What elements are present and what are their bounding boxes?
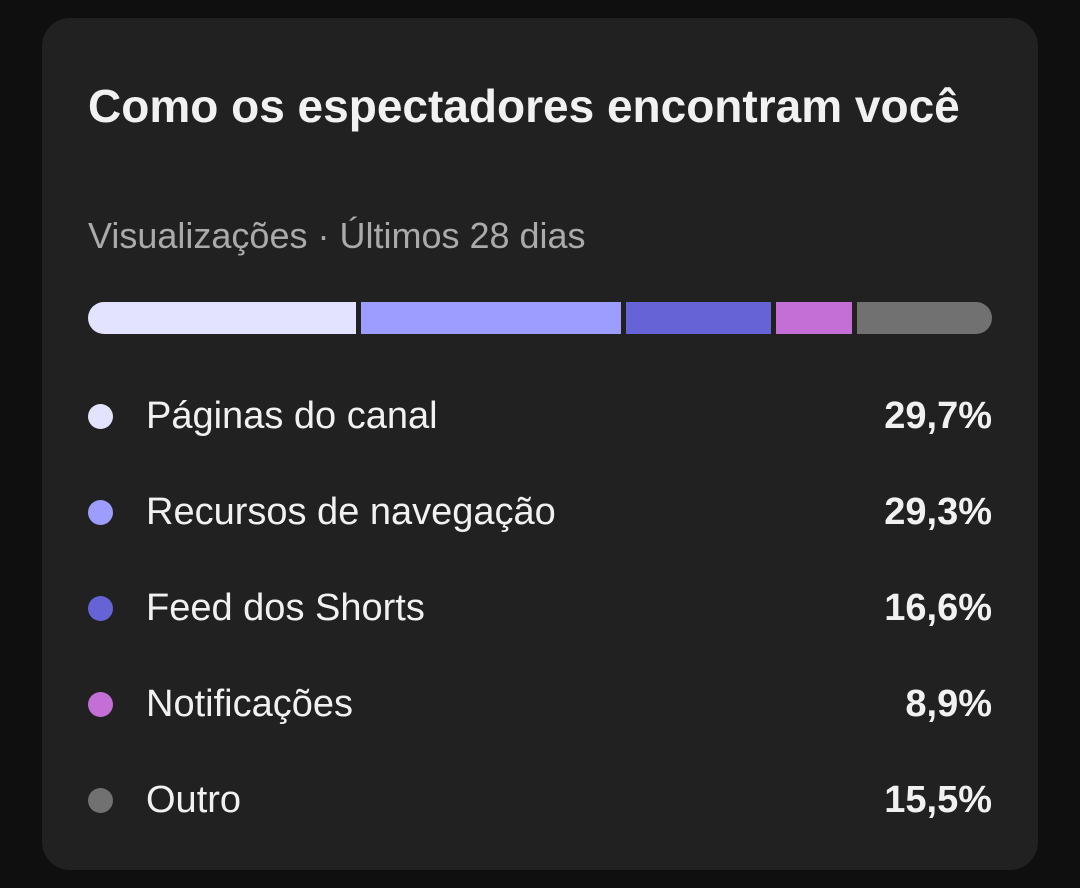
legend-item-paginas-do-canal: Páginas do canal 29,7% bbox=[88, 368, 992, 464]
bar-segment-notificacoes bbox=[771, 302, 852, 334]
legend-label: Outro bbox=[146, 778, 242, 821]
legend-dot bbox=[88, 787, 113, 813]
bar-segment-recursos-de-navegacao bbox=[356, 302, 622, 334]
legend-dot bbox=[88, 595, 113, 621]
legend-dot bbox=[88, 691, 113, 717]
legend-label: Recursos de navegação bbox=[146, 490, 556, 533]
traffic-sources-card: Como os espectadores encontram você Visu… bbox=[42, 18, 1038, 870]
card-subtitle: Visualizações · Últimos 28 dias bbox=[88, 215, 586, 256]
card-title: Como os espectadores encontram você bbox=[88, 80, 960, 132]
legend-value: 15,5% bbox=[884, 778, 992, 821]
legend-value: 16,6% bbox=[884, 586, 992, 629]
legend-value: 29,3% bbox=[884, 490, 992, 533]
legend-dot bbox=[88, 499, 113, 525]
legend-dot bbox=[88, 403, 113, 429]
legend-label: Feed dos Shorts bbox=[146, 586, 425, 629]
traffic-sources-legend: Páginas do canal 29,7% Recursos de naveg… bbox=[88, 368, 992, 848]
legend-label: Páginas do canal bbox=[146, 394, 438, 437]
legend-value: 29,7% bbox=[884, 394, 992, 437]
traffic-sources-bar bbox=[88, 302, 992, 334]
bar-segment-paginas-do-canal bbox=[88, 302, 357, 334]
legend-value: 8,9% bbox=[905, 682, 992, 725]
legend-item-recursos-de-navegacao: Recursos de navegação 29,3% bbox=[88, 464, 992, 560]
legend-item-feed-dos-shorts: Feed dos Shorts 16,6% bbox=[88, 560, 992, 656]
bar-segment-outro bbox=[851, 302, 992, 334]
legend-item-notificacoes: Notificações 8,9% bbox=[88, 656, 992, 752]
legend-label: Notificações bbox=[146, 682, 353, 725]
legend-item-outro: Outro 15,5% bbox=[88, 752, 992, 848]
bar-segment-feed-dos-shorts bbox=[621, 302, 772, 334]
